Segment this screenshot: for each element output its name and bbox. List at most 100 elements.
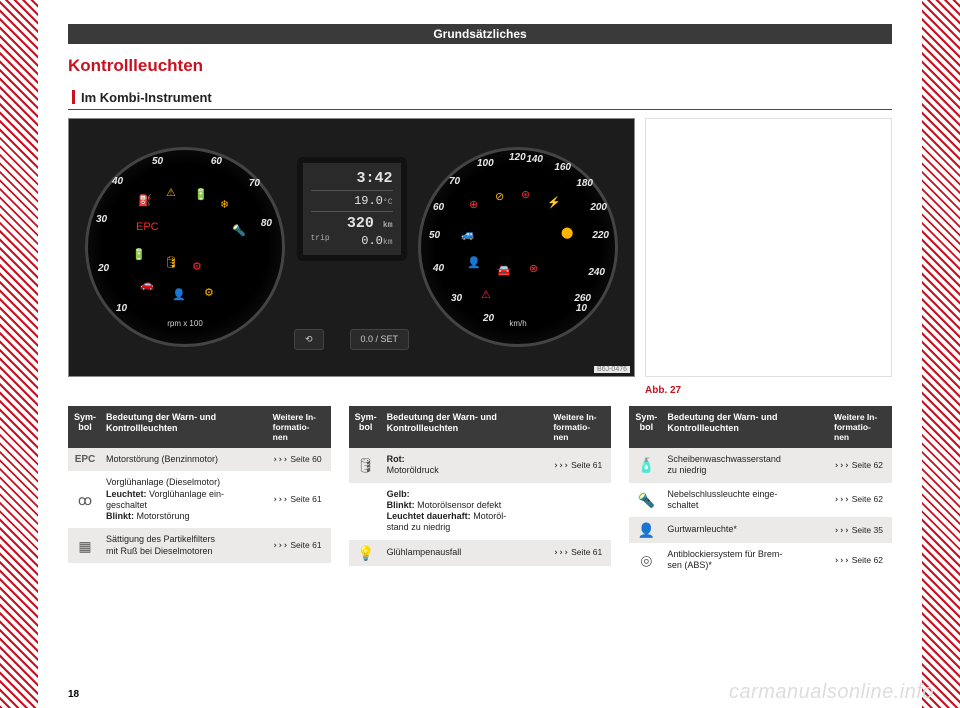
lamp-icon: ⬤ — [561, 228, 573, 239]
lamp-icon: ⊗ — [529, 264, 538, 275]
lamp-icon: 🔋 — [194, 190, 208, 201]
table-row: ◎Antiblockiersystem für Brem-sen (ABS)*›… — [629, 543, 892, 578]
figure-caption: Abb. 27 — [645, 385, 892, 396]
lamp-icon: 🚗 — [140, 280, 154, 291]
table-row: EPCMotorstörung (Benzinmotor)››› Seite 6… — [68, 448, 331, 471]
lamp-icon: 🚙 — [461, 230, 475, 241]
figure-blank-panel — [645, 118, 892, 377]
table-header: Sym- bol Bedeutung der Warn- und Kontrol… — [349, 406, 612, 448]
figure-row: rpm x 100 10 20 30 40 50 60 70 80 ⛽ ⚠ 🔋 … — [68, 118, 892, 377]
tach-tick: 20 — [98, 263, 109, 274]
figure-code: B6J-0476 — [594, 366, 630, 373]
warning-table-1: Sym- bol Bedeutung der Warn- und Kontrol… — [68, 406, 331, 578]
row-meaning: Scheibenwaschwasserstandzu niedrig — [663, 448, 830, 483]
speed-tick: 20 — [483, 313, 494, 324]
instrument-cluster-figure: rpm x 100 10 20 30 40 50 60 70 80 ⛽ ⚠ 🔋 … — [68, 118, 635, 377]
row-symbol: 🔦 — [629, 487, 663, 513]
row-reference: ››› Seite 61 — [269, 488, 331, 511]
lamp-icon: ⚡ — [547, 198, 561, 209]
row-reference: ››› Seite 35 — [830, 519, 892, 542]
cluster-buttons: ⟲ 0.0 / SET — [294, 329, 409, 350]
lamp-icon: ⛽ — [138, 196, 152, 207]
speed-tick: 30 — [451, 293, 462, 304]
lamp-icon: 🚘 — [497, 266, 511, 277]
hdr-moreinfo: Weitere In- formatio- nen — [830, 406, 892, 448]
row-meaning: Sättigung des Partikelfiltersmit Ruß bei… — [102, 528, 269, 563]
speed-tick: 220 — [592, 230, 609, 241]
table-row: 🔦 Nebelschlussleuchte einge-schaltet››› S… — [629, 483, 892, 518]
set-button: 0.0 / SET — [350, 329, 410, 350]
hdr-meaning: Bedeutung der Warn- und Kontrollleuchten — [102, 406, 269, 448]
center-stack: 3:42 19.0°C 320 km trip0.0km ⟲ 0.0 / SET — [289, 157, 414, 350]
tach-tick: 70 — [249, 178, 260, 189]
row-symbol: ꚙ — [68, 487, 102, 513]
page-hatch-right — [922, 0, 960, 708]
lamp-icon: 🔋 — [132, 250, 146, 261]
row-meaning: Gelb:Blinkt: Motorölsensor defektLeuchte… — [383, 483, 550, 540]
warning-tables: Sym- bol Bedeutung der Warn- und Kontrol… — [68, 406, 892, 578]
lamp-icon: ⚠ — [166, 188, 176, 199]
tach-tick: 80 — [261, 218, 272, 229]
lcd-trip-unit: km — [383, 238, 393, 247]
row-reference: ››› Seite 62 — [830, 454, 892, 477]
warning-symbol-icon: ◎ — [640, 553, 652, 567]
hdr-meaning: Bedeutung der Warn- und Kontrollleuchten — [663, 406, 830, 448]
warning-table-2: Sym- bol Bedeutung der Warn- und Kontrol… — [349, 406, 612, 578]
lcd-temp-unit: °C — [383, 198, 393, 207]
row-symbol: ◎ — [629, 547, 663, 573]
lamp-icon: 👤 — [172, 290, 186, 301]
warning-symbol-icon: 🔦 — [638, 493, 655, 507]
row-meaning: Gurtwarnleuchte* — [663, 518, 830, 541]
hdr-symbol: Sym- bol — [68, 406, 102, 448]
table-header: Sym- bol Bedeutung der Warn- und Kontrol… — [68, 406, 331, 448]
lcd-display: 3:42 19.0°C 320 km trip0.0km — [297, 157, 407, 261]
lcd-time: 3:42 — [356, 170, 392, 187]
table-row: 👤 Gurtwarnleuchte*››› Seite 35 — [629, 517, 892, 543]
page-number: 18 — [68, 689, 79, 700]
row-meaning: Antiblockiersystem für Brem-sen (ABS)* — [663, 543, 830, 578]
table-row: Gelb:Blinkt: Motorölsensor defektLeuchte… — [349, 483, 612, 540]
lcd-odo-unit: km — [383, 221, 393, 230]
tach-unit: rpm x 100 — [167, 319, 203, 328]
page-hatch-left — [0, 0, 38, 708]
row-reference: ››› Seite 62 — [830, 488, 892, 511]
row-symbol: EPC — [68, 448, 102, 471]
speedometer-dial: km/h 10 20 30 40 50 60 70 100 120 140 16… — [418, 147, 618, 347]
speed-tick: 160 — [554, 162, 571, 173]
lamp-icon: EPC — [136, 222, 159, 233]
row-reference: ››› Seite 61 — [549, 454, 611, 477]
row-meaning: Nebelschlussleuchte einge-schaltet — [663, 483, 830, 518]
speed-tick: 70 — [449, 176, 460, 187]
hdr-moreinfo: Weitere In- formatio- nen — [269, 406, 331, 448]
section-tick — [72, 90, 75, 104]
row-symbol: 💡 — [349, 540, 383, 566]
row-symbol: 🛢 — [349, 452, 383, 478]
row-reference: ››› Seite 61 — [549, 541, 611, 564]
warning-symbol-icon: 👤 — [638, 523, 655, 537]
warning-symbol-icon: 🧴 — [638, 458, 655, 472]
page-body: Grundsätzliches Kontrollleuchten Im Komb… — [38, 0, 922, 708]
speed-unit: km/h — [509, 319, 526, 328]
table-row: 🛢Rot:Motoröldruck››› Seite 61 — [349, 448, 612, 483]
row-reference: ››› Seite 60 — [269, 448, 331, 471]
tachometer-dial: rpm x 100 10 20 30 40 50 60 70 80 ⛽ ⚠ 🔋 … — [85, 147, 285, 347]
tach-tick: 10 — [116, 303, 127, 314]
tach-tick: 60 — [211, 156, 222, 167]
tach-tick: 40 — [112, 176, 123, 187]
speed-tick: 100 — [477, 158, 494, 169]
reset-button-icon: ⟲ — [294, 329, 324, 350]
lcd-trip: 0.0 — [361, 234, 383, 248]
hdr-moreinfo: Weitere In- formatio- nen — [549, 406, 611, 448]
lamp-icon: ⊘ — [495, 192, 504, 203]
section-heading: Im Kombi-Instrument — [68, 90, 892, 110]
row-symbol: 🧴 — [629, 452, 663, 478]
speed-tick: 50 — [429, 230, 440, 241]
speed-tick: 180 — [576, 178, 593, 189]
lamp-icon: ⚠ — [481, 290, 491, 301]
table-row: 🧴 Scheibenwaschwasserstandzu niedrig››› S… — [629, 448, 892, 483]
chapter-title: Grundsätzliches — [68, 24, 892, 44]
hdr-symbol: Sym- bol — [629, 406, 663, 448]
tach-tick: 30 — [96, 214, 107, 225]
row-symbol: 👤 — [629, 517, 663, 543]
row-symbol: ▦ — [68, 533, 102, 559]
